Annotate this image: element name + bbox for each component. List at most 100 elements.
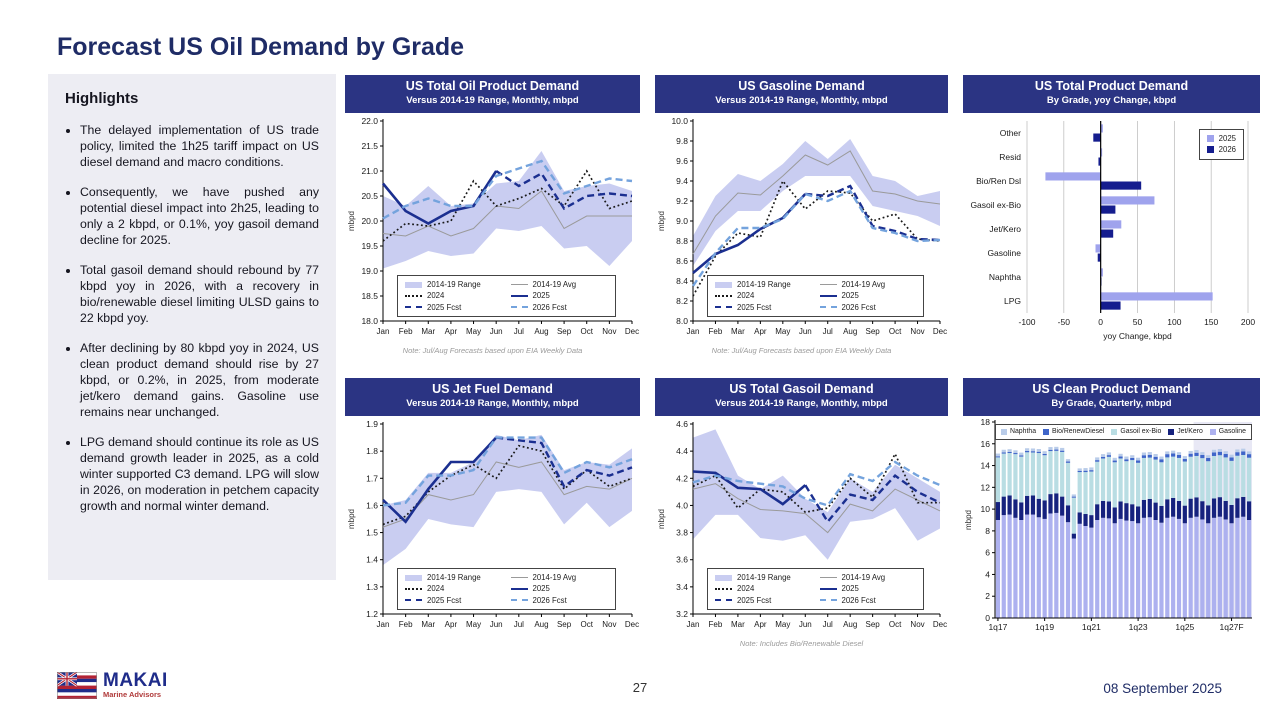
svg-text:Apr: Apr [445,327,458,336]
chart-note [345,639,640,648]
legend-item: Jet/Kero [1168,427,1203,437]
svg-text:Apr: Apr [445,620,458,629]
legend-item: 2026 Fcst [510,302,609,313]
svg-text:1q19: 1q19 [1035,622,1054,632]
svg-text:Feb: Feb [709,327,723,336]
legend-label: 2025 Fcst [427,595,462,605]
chart-legend: 2014-19 Range 2014-19 Avg 2024 2025 2025 Fcs… [397,275,616,317]
legend-label: 2014-19 Range [737,280,791,290]
legend-label: 2014-19 Range [427,280,481,290]
legend-swatch [819,577,837,579]
chart-body-yoy-change: -100 -50 0 50 100 150 200 Other Resid Bio/Ren Dsl… [963,113,1260,345]
legend-item: 2025 Fcst [715,302,812,313]
svg-text:Jul: Jul [514,620,524,629]
svg-text:1q27F: 1q27F [1220,622,1244,632]
svg-text:9.6: 9.6 [676,156,688,166]
chart-panel-total-oil: US Total Oil Product Demand Versus 2014-… [345,75,640,355]
legend-swatch [405,588,422,591]
chart-legend: 2025 2026 [1198,129,1244,160]
legend-item: 2026 [1206,144,1236,155]
legend-swatch [405,574,422,581]
svg-text:4.0: 4.0 [676,500,688,510]
legend-item: 2026 Fcst [819,302,917,313]
legend-swatch [405,599,422,602]
legend-label: 2014-19 Avg [841,280,886,290]
legend-swatch [1111,429,1118,435]
logo-subtitle: Marine Advisors [103,689,162,699]
svg-text:Dec: Dec [625,327,639,336]
svg-text:6: 6 [985,548,990,558]
svg-text:Nov: Nov [910,620,924,629]
legend-label: 2014-19 Range [737,573,791,583]
svg-text:1.6: 1.6 [366,500,378,510]
svg-text:10.0: 10.0 [671,116,688,126]
legend-item: 2024 [715,583,812,594]
chart-title: US Total Gasoil Demand [729,382,874,396]
svg-text:1q17: 1q17 [988,622,1007,632]
legend-label: 2024 [737,291,755,301]
legend-item: 2025 [510,583,609,594]
svg-text:1.3: 1.3 [366,582,378,592]
legend-label: 2025 [841,584,859,594]
svg-text:Mar: Mar [731,620,745,629]
legend-item: 2025 Fcst [405,302,503,313]
chart-body-gasoil: 3.2 3.4 3.6 3.8 4.0 4.2 4.4 4.6 Jan Feb Mar Apr May J… [655,416,948,638]
svg-text:Resid: Resid [999,152,1021,162]
legend-swatch [715,295,732,298]
legend-item: 2026 Fcst [510,595,609,606]
svg-text:Apr: Apr [754,327,767,336]
highlight-bullet: The delayed implementation of US trade p… [80,123,319,171]
legend-swatch [819,306,837,309]
chart-body-gasoline: 8.0 8.2 8.4 8.6 8.8 9.0 9.2 9.4 9.6 9.8 10.0 Jan Feb… [655,113,948,345]
legend-swatch [715,599,732,602]
highlights-panel: Highlights The delayed implementation of… [48,74,336,580]
svg-text:10: 10 [981,504,991,514]
svg-text:Jun: Jun [799,620,812,629]
svg-text:Jet/Kero: Jet/Kero [989,224,1021,234]
svg-text:21.5: 21.5 [361,141,378,151]
legend-item: 2024 [715,290,812,301]
svg-text:yoy Change, kbpd: yoy Change, kbpd [1103,331,1172,341]
legend-swatch [715,588,732,591]
chart-subtitle: Versus 2014-19 Range, Monthly, mbpd [715,397,888,409]
svg-text:Dec: Dec [933,620,947,629]
svg-text:100: 100 [1167,317,1181,327]
svg-text:8: 8 [985,526,990,536]
barh-chart-canvas: -100 -50 0 50 100 150 200 Other Resid Bio/Ren Dsl… [970,121,1255,341]
highlight-bullet: LPG demand should continue its role as U… [80,435,319,515]
svg-text:Nov: Nov [602,327,616,336]
svg-text:Jul: Jul [823,620,833,629]
chart-header: US Total Product Demand By Grade, yoy Ch… [963,75,1260,113]
svg-text:3.8: 3.8 [676,528,688,538]
svg-text:Gasoline: Gasoline [987,248,1021,258]
legend-swatch [405,306,422,309]
chart-legend: 2014-19 Range 2014-19 Avg 2024 2025 2025 Fcs… [397,568,616,610]
svg-text:Oct: Oct [889,327,902,336]
svg-text:Bio/Ren Dsl: Bio/Ren Dsl [976,176,1021,186]
svg-text:4.2: 4.2 [676,473,688,483]
highlight-bullet: After declining by 80 kbpd yoy in 2024, … [80,341,319,421]
chart-header: US Total Gasoil Demand Versus 2014-19 Ra… [655,378,948,416]
legend-label: 2014-19 Avg [532,573,577,583]
svg-text:4.6: 4.6 [676,419,688,429]
svg-text:1.4: 1.4 [366,555,378,565]
svg-text:0: 0 [1098,317,1103,327]
chart-subtitle: By Grade, Quarterly, mbpd [1051,397,1172,409]
svg-text:Gasoil ex-Bio: Gasoil ex-Bio [970,200,1021,210]
chart-title: US Gasoline Demand [738,79,865,93]
legend-item: 2025 [819,290,917,301]
legend-item: Gasoil ex-Bio [1111,427,1161,437]
svg-text:May: May [466,327,481,336]
line-chart-canvas: 8.0 8.2 8.4 8.6 8.8 9.0 9.2 9.4 9.6 9.8 10.0 Jan Feb… [657,116,947,336]
legend-item: 2014-19 Range [405,279,503,290]
chart-header: US Clean Product Demand By Grade, Quarte… [963,378,1260,416]
legend-swatch [405,295,422,298]
svg-text:Oct: Oct [581,620,594,629]
legend-swatch [1206,135,1214,143]
svg-text:Apr: Apr [754,620,767,629]
legend-label: 2025 [532,291,550,301]
chart-title: US Total Oil Product Demand [405,79,580,93]
line-chart-canvas: 18.0 18.5 19.0 19.5 20.0 20.5 21.0 21.5 22.0 Jan F… [347,116,639,336]
page-number: 27 [632,680,648,695]
svg-text:Naphtha: Naphtha [989,272,1021,282]
